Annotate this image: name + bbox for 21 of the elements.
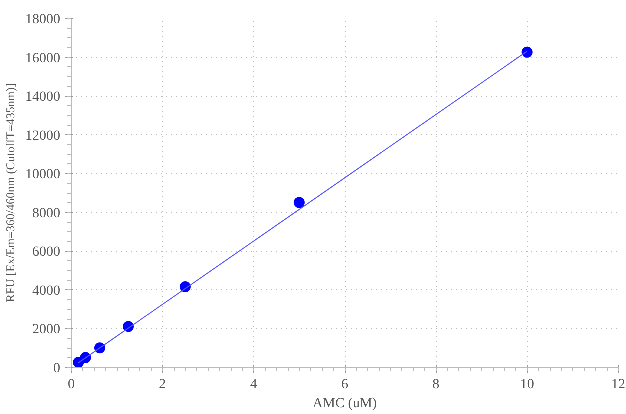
y-tick-label: 12000 (26, 128, 60, 144)
x-axis-title: AMC (uM) (312, 396, 378, 412)
y-tick-label: 8000 (32, 206, 60, 222)
x-tick-label: 12 (612, 378, 626, 392)
y-tick-label: 6000 (32, 245, 60, 260)
y-tick-label: 0 (54, 362, 60, 376)
y-axis-title: RFU [Ex/Em=360/460nm (CutoffT=435nm)] (4, 84, 18, 302)
x-tick-label: 4 (250, 378, 258, 392)
x-tick-label: 6 (342, 378, 348, 392)
x-tick-label: 8 (432, 378, 440, 392)
y-tick-label: 16000 (26, 51, 60, 66)
y-tick-label: 18000 (26, 12, 60, 28)
y-tick-label: 2000 (32, 322, 60, 338)
point (294, 197, 305, 208)
x-tick-label: 2 (159, 378, 166, 392)
point (522, 46, 533, 58)
y-tick-label: 10000 (26, 168, 60, 183)
y-tick-label: 4000 (32, 284, 60, 299)
x-tick-label: 10 (520, 378, 534, 392)
x-tick-label: 0 (68, 378, 75, 392)
y-tick-label: 14000 (26, 90, 60, 106)
